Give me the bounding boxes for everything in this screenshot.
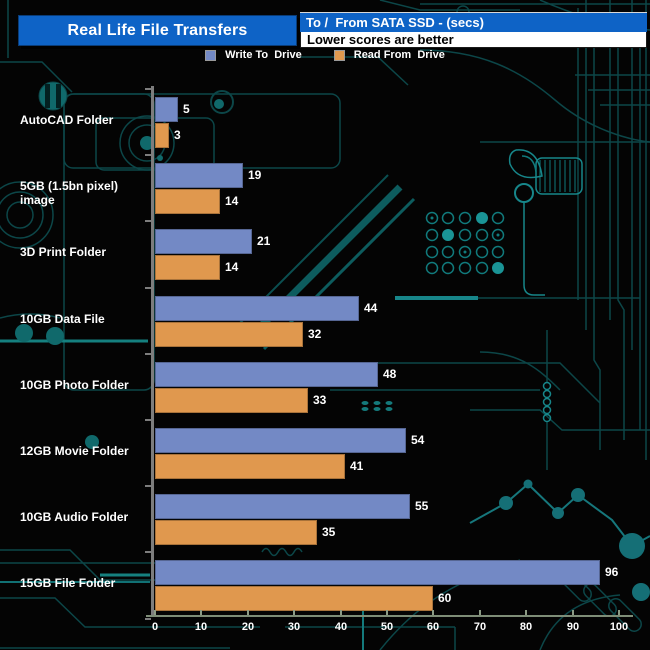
bar-value-label: 21 xyxy=(257,234,271,249)
y-axis-tick xyxy=(145,551,151,553)
legend-label-read: Read From Drive xyxy=(353,49,445,61)
write-bar xyxy=(155,361,378,387)
y-axis-tick xyxy=(145,618,151,620)
bar-value-label: 32 xyxy=(308,326,322,341)
category-label: 5GB (1.5bn pixel) image xyxy=(20,179,119,208)
category-label: 15GB File Folder xyxy=(20,576,116,591)
y-axis-tick xyxy=(145,154,151,156)
write-bar xyxy=(155,428,406,453)
x-axis-tick xyxy=(247,610,249,615)
read-bar xyxy=(155,123,169,148)
write-bar xyxy=(155,229,252,255)
x-axis-tick xyxy=(386,610,388,615)
y-axis-line xyxy=(151,86,154,617)
bar-value-label: 14 xyxy=(225,260,239,275)
x-axis-tick xyxy=(200,610,202,615)
y-axis-tick xyxy=(145,88,151,90)
bar-value-label: 3 xyxy=(174,128,181,142)
x-axis-tick xyxy=(340,610,342,615)
bar-value-label: 35 xyxy=(322,525,336,540)
read-bar xyxy=(155,520,317,546)
bar-value-label: 41 xyxy=(350,459,364,473)
y-axis-tick xyxy=(145,485,151,487)
chart-subtitle-primary: To / From SATA SSD - (secs) xyxy=(300,13,647,32)
x-axis-tick xyxy=(572,610,574,615)
chart-legend: Write To Drive Read From Drive xyxy=(0,49,650,61)
x-axis-tick xyxy=(154,610,156,615)
write-bar xyxy=(155,295,359,321)
bar-value-label: 33 xyxy=(313,392,327,407)
read-bar xyxy=(155,454,345,479)
category-label: 12GB Movie Folder xyxy=(20,444,129,458)
x-axis-tick xyxy=(293,610,295,615)
read-bar xyxy=(155,387,308,413)
circuit-pads xyxy=(38,81,505,275)
read-bar xyxy=(155,321,303,347)
chart-title: Real Life File Transfers xyxy=(67,21,248,39)
read-bar xyxy=(155,189,220,215)
y-axis-tick xyxy=(145,419,151,421)
write-bar xyxy=(155,560,600,586)
read-bar xyxy=(155,586,433,612)
x-tick-label: 20 xyxy=(241,621,255,633)
legend-swatch-read xyxy=(333,49,345,61)
category-label: AutoCAD Folder xyxy=(20,113,114,127)
x-tick-label: 0 xyxy=(151,621,159,633)
write-bar xyxy=(155,97,178,122)
x-tick-label: 100 xyxy=(609,621,629,633)
write-bar xyxy=(155,494,410,520)
x-axis-tick xyxy=(432,610,434,615)
write-bar xyxy=(155,163,243,189)
bar-value-label: 55 xyxy=(415,499,429,514)
x-tick-label: 80 xyxy=(519,621,533,633)
bar-value-label: 96 xyxy=(605,565,619,580)
chart-title-box: Real Life File Transfers xyxy=(18,15,297,46)
x-tick-label: 60 xyxy=(426,621,440,633)
bar-value-label: 48 xyxy=(383,366,397,381)
category-label: 10GB Data File xyxy=(20,311,105,326)
y-axis-tick xyxy=(145,220,151,222)
category-label: 3D Print Folder xyxy=(20,245,107,260)
category-label: 10GB Photo Folder xyxy=(20,377,129,392)
x-tick-label: 30 xyxy=(287,621,301,633)
x-tick-label: 50 xyxy=(380,621,394,633)
x-tick-label: 90 xyxy=(566,621,580,633)
bar-value-label: 60 xyxy=(438,591,452,606)
legend-label-write: Write To Drive xyxy=(225,49,302,61)
y-axis-tick xyxy=(145,287,151,289)
x-axis-line xyxy=(146,615,633,617)
bar-value-label: 14 xyxy=(225,194,239,209)
x-axis-tick xyxy=(525,610,527,615)
x-tick-label: 40 xyxy=(334,621,348,633)
chart-subtitle-secondary: Lower scores are better xyxy=(300,32,647,48)
x-tick-label: 70 xyxy=(473,621,487,633)
legend-swatch-write xyxy=(205,49,217,61)
bar-value-label: 44 xyxy=(364,300,378,315)
read-bar xyxy=(155,255,220,281)
chart-subtitle-box: To / From SATA SSD - (secs) Lower scores… xyxy=(300,12,647,48)
x-axis-tick xyxy=(618,610,620,615)
bar-value-label: 54 xyxy=(411,433,425,447)
x-tick-label: 10 xyxy=(194,621,208,633)
category-label: 10GB Audio Folder xyxy=(20,510,129,525)
bar-value-label: 5 xyxy=(183,102,190,116)
x-axis-tick xyxy=(479,610,481,615)
y-axis-tick xyxy=(145,353,151,355)
bar-value-label: 19 xyxy=(248,168,262,183)
